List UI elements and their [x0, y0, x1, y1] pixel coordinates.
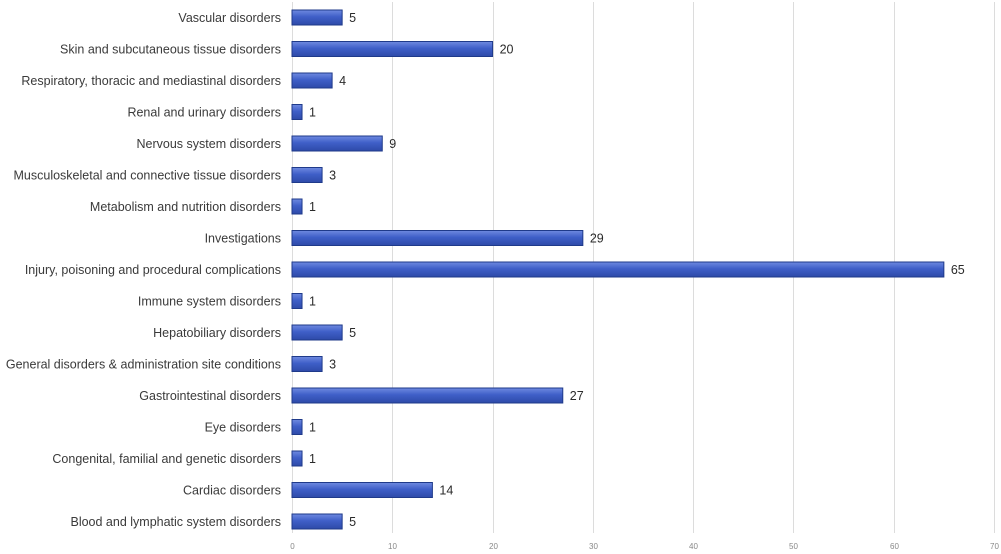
bar [291, 419, 303, 435]
value-label: 1 [309, 200, 316, 214]
category-label: Immune system disorders [138, 295, 281, 309]
bar [291, 41, 494, 57]
x-tick-label: 10 [388, 542, 397, 551]
category-label: Cardiac disorders [183, 484, 281, 498]
value-label: 14 [439, 484, 453, 498]
bar [291, 324, 343, 341]
x-tick-label: 0 [290, 542, 295, 551]
category-label: Hepatobiliary disorders [153, 326, 281, 340]
value-label: 29 [590, 232, 604, 246]
value-label: 20 [500, 43, 514, 57]
category-label: Eye disorders [205, 421, 281, 435]
bar [291, 104, 303, 120]
x-tick-label: 40 [689, 542, 698, 551]
value-label: 3 [329, 358, 336, 372]
value-label: 1 [309, 295, 316, 309]
category-label: Injury, poisoning and procedural complic… [25, 263, 281, 277]
value-label: 27 [570, 389, 584, 403]
bar [291, 450, 303, 467]
category-label: General disorders & administration site … [6, 358, 281, 372]
category-label: Musculoskeletal and connective tissue di… [14, 169, 282, 183]
chart-category-labels: Vascular disorders Skin and subcutaneous … [6, 11, 281, 529]
bar [291, 230, 584, 246]
category-label: Gastrointestinal disorders [139, 389, 281, 403]
value-label: 9 [389, 137, 396, 151]
value-label: 5 [349, 11, 356, 25]
bar [291, 356, 323, 372]
category-label: Nervous system disorders [137, 137, 282, 151]
bar [291, 198, 303, 215]
category-label: Vascular disorders [178, 11, 281, 25]
value-label: 1 [309, 106, 316, 120]
bar [291, 9, 343, 26]
value-label: 5 [349, 515, 356, 529]
category-label: Skin and subcutaneous tissue disorders [60, 43, 281, 57]
category-label: Congenital, familial and genetic disorde… [52, 452, 281, 466]
chart-bars [291, 9, 945, 530]
bar [291, 167, 323, 183]
x-tick-label: 60 [890, 542, 899, 551]
category-label: Investigations [205, 232, 281, 246]
value-label: 5 [349, 326, 356, 340]
bar [291, 135, 383, 152]
value-label: 3 [329, 169, 336, 183]
category-label: Metabolism and nutrition disorders [90, 200, 281, 214]
x-tick-label: 30 [589, 542, 598, 551]
bar [291, 482, 433, 498]
bar [291, 293, 303, 309]
bar [291, 72, 333, 89]
value-label: 65 [951, 263, 965, 277]
chart-x-tick-labels: 0 10 20 30 40 50 60 70 [290, 542, 999, 551]
value-label: 4 [339, 74, 346, 88]
x-tick-label: 20 [489, 542, 498, 551]
value-label: 1 [309, 452, 316, 466]
category-label: Renal and urinary disorders [127, 106, 281, 120]
bar [291, 261, 945, 278]
category-label: Respiratory, thoracic and mediastinal di… [21, 74, 281, 88]
value-label: 1 [309, 421, 316, 435]
x-tick-label: 50 [789, 542, 798, 551]
bar [291, 387, 564, 404]
category-label: Blood and lymphatic system disorders [70, 515, 281, 529]
x-tick-label: 70 [990, 542, 999, 551]
bar [291, 513, 343, 530]
